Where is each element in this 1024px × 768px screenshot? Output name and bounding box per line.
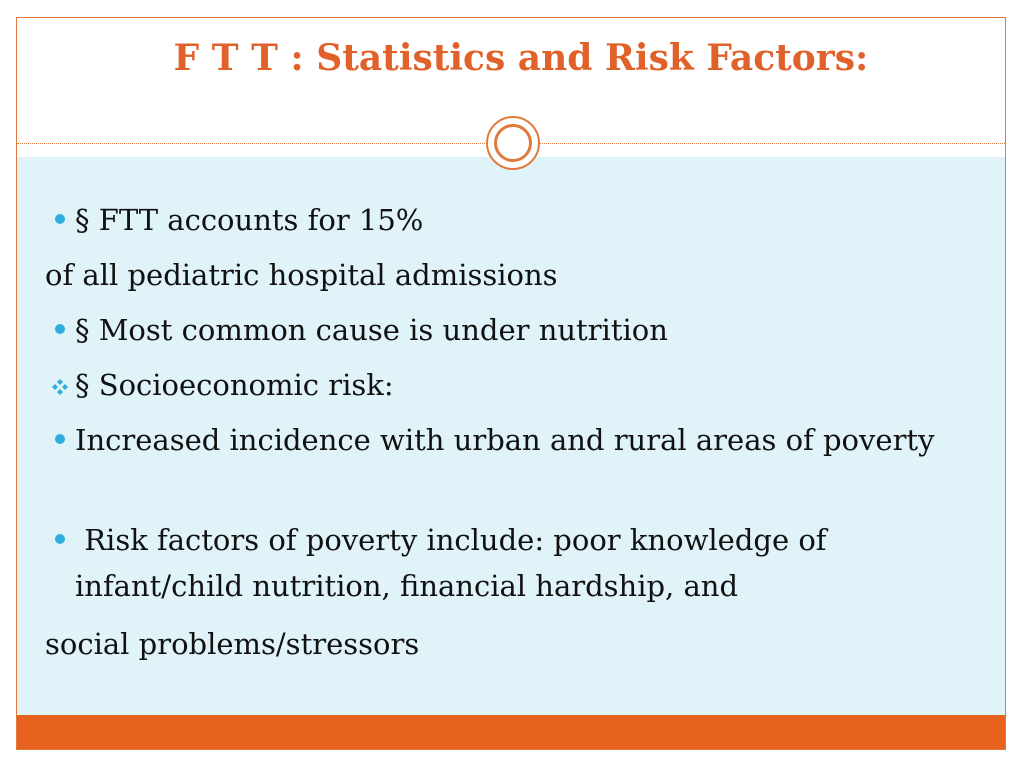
- bullet-dot-icon: [55, 534, 65, 544]
- slide-title: F T T : Statistics and Risk Factors:: [173, 37, 869, 79]
- body-item: § FTT accounts for 15%: [75, 203, 424, 237]
- content-area: § FTT accounts for 15% of all pediatric …: [17, 157, 1005, 715]
- footer-bar: [17, 715, 1005, 749]
- body-item: social problems/stressors: [45, 627, 420, 661]
- bullet-dot-icon: [55, 324, 65, 334]
- body-item: Risk factors of poverty include: poor kn…: [75, 523, 836, 603]
- body-item: § Socioeconomic risk:: [75, 368, 394, 402]
- body-item: § Most common cause is under nutrition: [75, 313, 668, 347]
- body-item: Increased incidence with urban and rural…: [75, 423, 935, 457]
- circle-ornament-inner: [494, 124, 532, 162]
- diamond-bullet-icon: [52, 379, 68, 395]
- bullet-dot-icon: [55, 434, 65, 444]
- circle-ornament-icon: [486, 116, 540, 170]
- slide: F T T : Statistics and Risk Factors: § F…: [16, 17, 1006, 750]
- bullet-dot-icon: [55, 214, 65, 224]
- body-item: of all pediatric hospital admissions: [45, 258, 558, 292]
